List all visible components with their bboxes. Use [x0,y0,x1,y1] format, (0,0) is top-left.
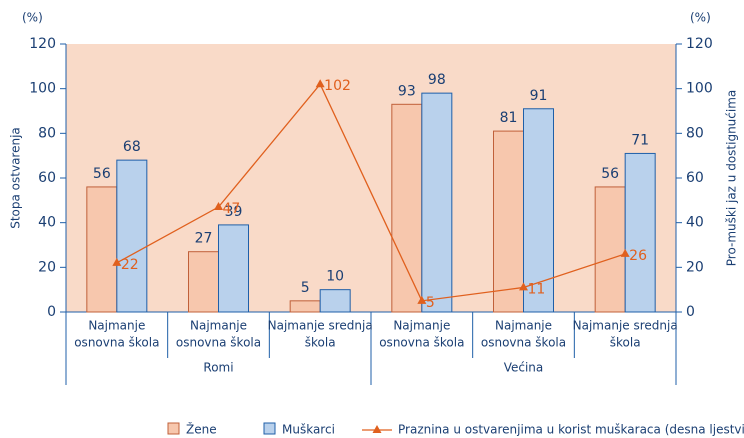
gap-value-label: 102 [324,78,351,94]
gap-marker [315,79,325,88]
gap-value-label: 26 [629,248,647,264]
group-label: Romi [203,361,233,375]
legend-label: Žene [186,422,217,437]
gap-value-label: 22 [121,257,139,273]
x-tick-label: osnovna škola [176,336,261,350]
x-tick-label: Najmanje [88,319,145,333]
y-tick-label: 60 [38,170,56,186]
value-label: 93 [398,83,416,99]
y-axis-title: Stopa ostvarenja [9,127,23,229]
value-label: 81 [500,110,518,126]
legend-swatch [167,422,180,435]
y-tick-label: 100 [29,81,56,97]
y-tick-label: 80 [38,125,56,141]
bar [493,130,524,313]
x-tick-label: osnovna škola [74,336,159,350]
y2-tick-label: 100 [686,81,713,97]
group-label: Većina [504,361,544,375]
value-label: 27 [195,231,213,247]
y2-tick-label: 40 [686,215,704,231]
bar [86,186,118,313]
value-label: 71 [631,132,649,148]
gap-line [116,82,626,302]
legend-label: Muškarci [282,423,335,437]
y2-unit: (%) [690,11,711,25]
y2-tick-label: 120 [686,36,713,52]
bar [523,108,554,313]
gap-value-label: 47 [223,201,241,217]
bar [421,92,453,313]
x-tick-label: Najmanje srednja [268,319,373,333]
gap-marker [214,202,223,211]
x-tick-label: škola [610,336,641,350]
x-tick-label: Najmanje [190,319,247,333]
value-label: 39 [225,204,243,220]
bar [319,289,351,313]
value-label: 98 [428,72,446,88]
x-tick-label: osnovna škola [379,336,464,350]
y2-axis-title: Pro-muški jaz u dostignućima [725,90,739,267]
gap-value-label: 5 [426,295,435,311]
gap-marker [519,282,528,291]
value-label: 56 [93,166,111,182]
value-label: 91 [530,88,548,104]
legend-label: Praznina u ostvarenjima u korist muškara… [398,423,744,437]
x-tick-label: Najmanje [495,319,552,333]
y2-tick-label: 20 [686,259,704,275]
bar [289,300,321,313]
value-label: 68 [123,139,141,155]
x-tick-label: Najmanje [393,319,450,333]
value-label: 10 [326,269,344,285]
plot-background [66,44,676,312]
y2-tick-label: 80 [686,125,704,141]
y-tick-label: 40 [38,215,56,231]
x-tick-label: škola [305,336,336,350]
gap-marker [417,295,427,304]
bar [116,159,148,313]
gap-value-label: 11 [528,281,546,297]
y-unit: (%) [22,11,43,25]
y-tick-label: 0 [47,304,56,320]
gap-marker [112,257,122,266]
bar [594,186,626,313]
x-tick-label: Najmanje srednja [573,319,678,333]
legend-swatch [263,422,276,435]
y2-tick-label: 0 [686,304,695,320]
bar [218,224,249,313]
y-tick-label: 20 [38,259,56,275]
bar [188,251,219,313]
legend-marker [372,425,382,433]
y2-tick-label: 60 [686,170,704,186]
bar [624,152,656,313]
value-label: 56 [601,166,619,182]
bar [391,103,423,313]
x-tick-label: osnovna škola [481,336,566,350]
gap-marker [620,248,630,257]
y-tick-label: 120 [29,36,56,52]
value-label: 5 [301,280,310,296]
